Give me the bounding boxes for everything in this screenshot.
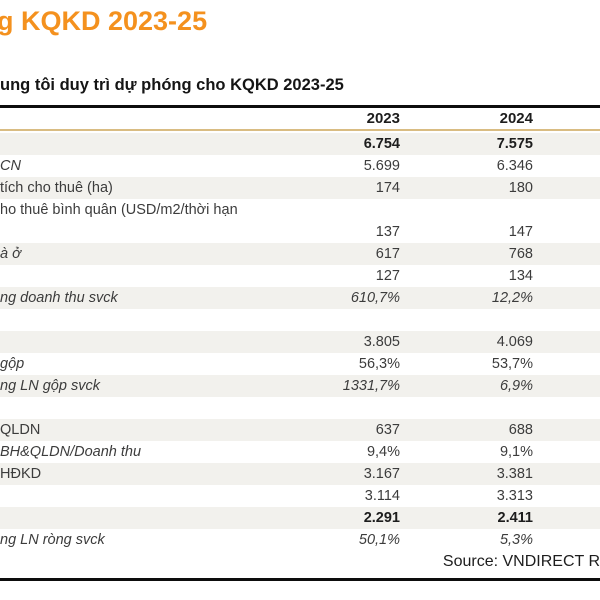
row-label: BH&QLDN/Doanh thu [0, 444, 142, 460]
table-body: 6.754 7.575 CN 5.699 6.346 tích cho thuê (ha)… [0, 133, 600, 551]
cell-2024: 5,3% [499, 532, 533, 548]
row-label: HĐKD [0, 466, 42, 482]
table-row: 3.114 3.313 [0, 485, 600, 507]
table-row: ng LN ròng svck 50,1% 5,3% [0, 529, 600, 551]
table-row: ho thuê bình quân (USD/m2/thời hạn [0, 199, 600, 221]
table-row: HĐKD 3.167 3.381 [0, 463, 600, 485]
table-row: 127 134 [0, 265, 600, 287]
table-row [0, 397, 600, 419]
row-label: CN [0, 158, 21, 174]
cell-2023: 127 [375, 268, 400, 284]
cell-2024: 147 [508, 224, 533, 240]
header-2023: 2023 [366, 110, 400, 127]
table-row: 2.291 2.411 [0, 507, 600, 529]
cell-2024: 7.575 [496, 136, 533, 152]
row-label: ng LN ròng svck [0, 532, 105, 548]
cell-2023: 50,1% [358, 532, 400, 548]
cell-2023: 6.754 [363, 136, 400, 152]
source-credit: Source: VNDIRECT R [442, 553, 600, 570]
table-row: tích cho thuê (ha) 174 180 [0, 177, 600, 199]
cell-2023: 137 [375, 224, 400, 240]
cell-2023: 3.805 [363, 334, 400, 350]
table-row: à ở 617 768 [0, 243, 600, 265]
table-row: ng doanh thu svck 610,7% 12,2% [0, 287, 600, 309]
forecast-table: 2023 2024 6.754 7.575 CN 5.699 6.346 tích cho… [0, 105, 600, 551]
cell-2023: 3.114 [364, 488, 400, 504]
cell-2023: 637 [375, 422, 400, 438]
header-gap [0, 131, 600, 133]
cell-2024: 6.346 [496, 158, 533, 174]
row-label: ho thuê bình quân (USD/m2/thời hạn [0, 202, 238, 218]
table-top-border [0, 105, 600, 108]
row-label: tích cho thuê (ha) [0, 180, 113, 196]
row-label: ng LN gộp svck [0, 378, 100, 394]
row-label: gộp [0, 356, 25, 372]
header-gold-rule [0, 129, 600, 131]
row-label: ng doanh thu svck [0, 290, 118, 306]
table-row: 3.805 4.069 [0, 331, 600, 353]
header-2024: 2024 [499, 110, 533, 127]
cell-2024: 688 [508, 422, 533, 438]
table-row: ng LN gộp svck 1331,7% 6,9% [0, 375, 600, 397]
cell-2023: 174 [375, 180, 400, 196]
cell-2023: 610,7% [350, 290, 400, 306]
cell-2024: 53,7% [491, 356, 533, 372]
cell-2023: 1331,7% [342, 378, 400, 394]
table-bottom-border [0, 578, 600, 581]
cell-2024: 6,9% [499, 378, 533, 394]
table-row: 6.754 7.575 [0, 133, 600, 155]
table-row: 137 147 [0, 221, 600, 243]
cell-2024: 9,1% [499, 444, 533, 460]
table-row [0, 309, 600, 331]
cell-2023: 5.699 [363, 158, 400, 174]
row-label: à ở [0, 246, 21, 262]
figure-caption: ung tôi duy trì dự phóng cho KQKD 2023-2… [0, 76, 344, 94]
cell-2024: 768 [508, 246, 533, 262]
cell-2023: 617 [375, 246, 400, 262]
cell-2024: 180 [508, 180, 533, 196]
table-row: CN 5.699 6.346 [0, 155, 600, 177]
table-header-row: 2023 2024 [0, 108, 600, 129]
cell-2023: 9,4% [366, 444, 400, 460]
table-row: BH&QLDN/Doanh thu 9,4% 9,1% [0, 441, 600, 463]
cell-2023: 56,3% [358, 356, 400, 372]
row-label: QLDN [0, 422, 41, 438]
table-row: gộp 56,3% 53,7% [0, 353, 600, 375]
cell-2024: 2.411 [497, 510, 534, 526]
cell-2024: 12,2% [491, 290, 533, 306]
cell-2024: 3.381 [496, 466, 533, 482]
cell-2024: 134 [508, 268, 533, 284]
cell-2023: 3.167 [363, 466, 400, 482]
page-title: g KQKD 2023-25 [0, 6, 208, 36]
cell-2024: 4.069 [496, 334, 533, 350]
table-row: QLDN 637 688 [0, 419, 600, 441]
cell-2023: 2.291 [363, 510, 400, 526]
cell-2024: 3.313 [496, 488, 533, 504]
